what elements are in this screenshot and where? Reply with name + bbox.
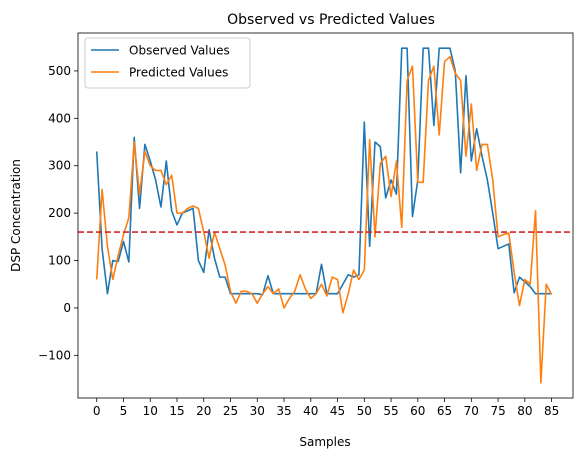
plot-area-frame	[77, 32, 574, 399]
x-tick-label: 85	[544, 404, 559, 418]
x-tick-label: 5	[120, 404, 128, 418]
x-tick-label: 75	[490, 404, 505, 418]
y-axis-title: DSP Concentration	[9, 159, 23, 272]
legend-label-observed: Observed Values	[129, 44, 230, 58]
y-axis: −100 0 100 200 300 400 500	[38, 64, 78, 362]
x-tick-label: 45	[330, 404, 345, 418]
legend: Observed Values Predicted Values	[84, 37, 251, 89]
x-axis: 0 5 10 15 20 25 30 35 40 45 50 55 60 65 70 75 80 85	[93, 398, 559, 418]
y-tick-label: 500	[48, 64, 71, 78]
x-tick-label: 35	[276, 404, 291, 418]
y-tick-label: −100	[38, 348, 71, 362]
x-tick-label: 30	[250, 404, 265, 418]
x-tick-label: 70	[464, 404, 479, 418]
x-tick-label: 15	[169, 404, 184, 418]
x-tick-label: 25	[223, 404, 238, 418]
x-axis-title: Samples	[299, 435, 350, 449]
x-tick-label: 80	[517, 404, 532, 418]
x-tick-label: 65	[437, 404, 452, 418]
y-tick-label: 400	[48, 111, 71, 125]
legend-box	[84, 37, 251, 89]
y-tick-label: 300	[48, 159, 71, 173]
x-tick-label: 40	[303, 404, 318, 418]
legend-label-predicted: Predicted Values	[129, 66, 228, 80]
chart-title: Observed vs Predicted Values	[227, 12, 435, 28]
x-tick-label: 60	[410, 404, 425, 418]
series-line-observed	[95, 47, 552, 296]
x-tick-label: 55	[383, 404, 398, 418]
y-tick-label: 0	[63, 301, 71, 315]
x-tick-label: 20	[196, 404, 211, 418]
x-tick-label: 50	[357, 404, 372, 418]
series-line-predicted	[95, 55, 553, 384]
y-tick-label: 100	[48, 254, 71, 268]
y-tick-label: 200	[48, 206, 71, 220]
x-tick-label: 10	[143, 404, 158, 418]
x-tick-label: 0	[93, 404, 101, 418]
